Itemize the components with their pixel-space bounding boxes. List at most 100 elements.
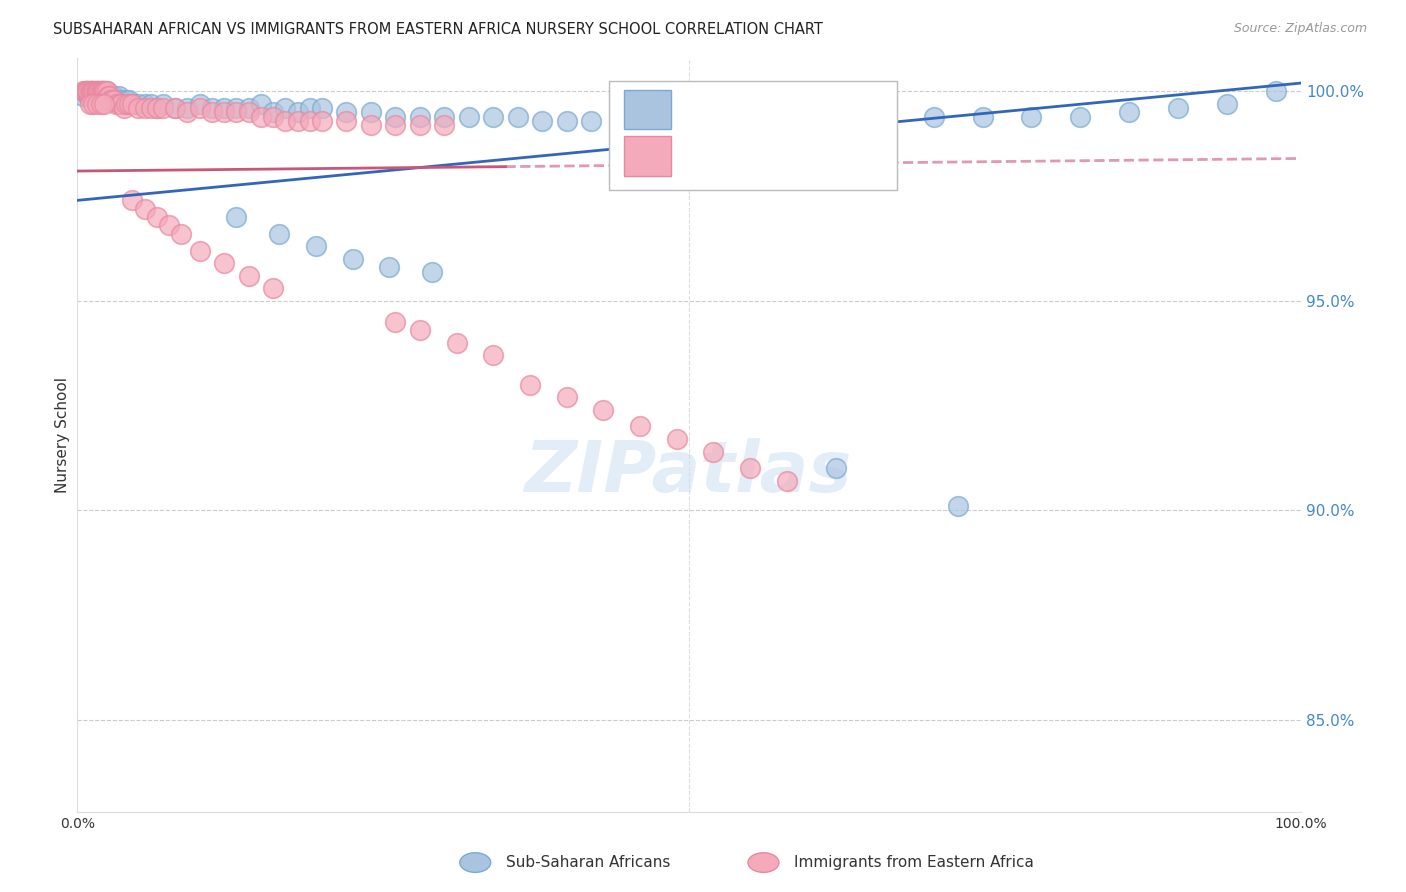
Point: [298, 113, 321, 128]
Point: [87, 85, 110, 99]
Point: [727, 113, 749, 128]
FancyBboxPatch shape: [624, 136, 671, 176]
Point: [1118, 105, 1140, 120]
Point: [146, 210, 169, 224]
Text: R = 0.022   N = 81: R = 0.022 N = 81: [685, 148, 830, 163]
Point: [1265, 85, 1288, 99]
Point: [201, 105, 224, 120]
Point: [90, 85, 112, 99]
Point: [519, 377, 541, 392]
Point: [89, 88, 111, 103]
Point: [93, 85, 115, 99]
Point: [108, 97, 131, 112]
Point: [121, 194, 143, 208]
Text: SUBSAHARAN AFRICAN VS IMMIGRANTS FROM EASTERN AFRICA NURSERY SCHOOL CORRELATION : SUBSAHARAN AFRICAN VS IMMIGRANTS FROM EA…: [53, 22, 824, 37]
Point: [84, 85, 107, 99]
Point: [134, 97, 156, 112]
Point: [112, 97, 135, 112]
Point: [170, 227, 193, 241]
Point: [82, 85, 104, 99]
Point: [972, 110, 994, 124]
Point: [84, 85, 107, 99]
Point: [152, 101, 174, 115]
Point: [80, 85, 103, 99]
Point: [110, 93, 132, 107]
Text: Source: ZipAtlas.com: Source: ZipAtlas.com: [1233, 22, 1367, 36]
Point: [79, 85, 101, 99]
Point: [555, 113, 578, 128]
Point: [201, 101, 224, 115]
Point: [103, 93, 125, 107]
Point: [665, 432, 688, 446]
Point: [139, 97, 162, 112]
Point: [212, 101, 235, 115]
Point: [98, 93, 121, 107]
Point: [225, 210, 247, 224]
Point: [100, 88, 122, 103]
Point: [108, 88, 131, 103]
Point: [250, 97, 273, 112]
Point: [80, 88, 103, 103]
Point: [72, 88, 94, 103]
Point: [79, 97, 101, 112]
Point: [311, 113, 333, 128]
Point: [360, 105, 382, 120]
Point: [115, 97, 138, 112]
Point: [384, 315, 406, 329]
Point: [287, 113, 309, 128]
Point: [96, 85, 118, 99]
Point: [873, 113, 896, 128]
Point: [86, 88, 108, 103]
Point: [457, 110, 479, 124]
Point: [93, 85, 115, 99]
Point: [165, 101, 187, 115]
Point: [250, 110, 273, 124]
Point: [592, 402, 614, 417]
Point: [311, 101, 333, 115]
Point: [176, 105, 198, 120]
Point: [384, 118, 406, 132]
Text: R = 0.345   N = 84: R = 0.345 N = 84: [685, 102, 830, 117]
Point: [225, 105, 247, 120]
Point: [83, 85, 105, 99]
Point: [776, 113, 799, 128]
Point: [86, 85, 108, 99]
Point: [269, 227, 291, 241]
Point: [378, 260, 401, 275]
Point: [274, 101, 297, 115]
Point: [238, 105, 260, 120]
Point: [80, 85, 103, 99]
Point: [165, 101, 187, 115]
Point: [678, 113, 700, 128]
Point: [97, 88, 120, 103]
Point: [118, 93, 141, 107]
Point: [97, 88, 120, 103]
Point: [91, 85, 114, 99]
Point: [824, 461, 846, 475]
Point: [86, 97, 108, 112]
Point: [188, 97, 211, 112]
Point: [98, 93, 121, 107]
Point: [90, 97, 112, 112]
Point: [134, 202, 156, 216]
Point: [238, 101, 260, 115]
Point: [1216, 97, 1239, 112]
Point: [702, 444, 724, 458]
Point: [702, 113, 724, 128]
Point: [82, 85, 104, 99]
Point: [433, 118, 456, 132]
Point: [446, 335, 468, 350]
Point: [139, 101, 162, 115]
Point: [617, 113, 640, 128]
Point: [157, 219, 180, 233]
Point: [90, 85, 112, 99]
Text: Immigrants from Eastern Africa: Immigrants from Eastern Africa: [794, 855, 1035, 870]
Point: [579, 113, 602, 128]
Point: [75, 85, 97, 99]
Point: [287, 105, 309, 120]
Point: [103, 88, 125, 103]
Point: [531, 113, 554, 128]
Point: [94, 88, 117, 103]
Point: [93, 97, 115, 112]
Point: [1069, 110, 1091, 124]
